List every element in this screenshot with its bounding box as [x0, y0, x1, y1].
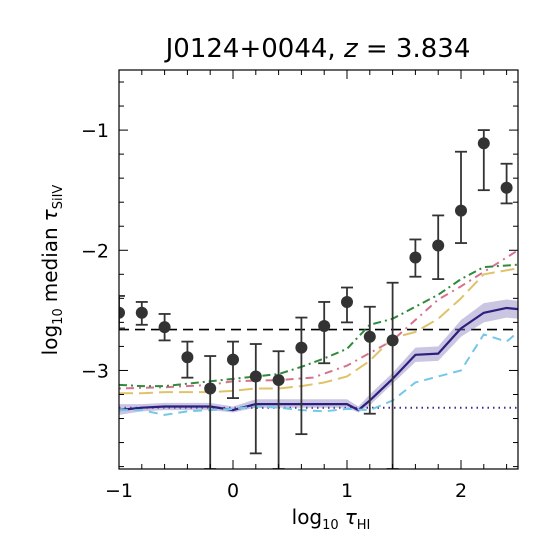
plot-frame — [118, 69, 519, 470]
data-point-2 — [135, 306, 148, 319]
series-3-line — [119, 249, 518, 390]
x-tick-label: 0 — [227, 480, 239, 502]
data-point-5 — [204, 382, 217, 395]
reference-lines — [119, 328, 518, 409]
series-5-line — [119, 267, 518, 395]
x-tick-label: −1 — [105, 480, 133, 502]
series-1-band — [119, 299, 518, 415]
series-4-line — [119, 263, 518, 388]
data-point-17 — [477, 137, 490, 150]
axis-ticks: −1 0 1 2 −3 −2 −1 — [81, 70, 518, 502]
data-point-7 — [249, 370, 262, 383]
data-point-3 — [158, 321, 171, 334]
y-tick-label: −2 — [81, 240, 109, 262]
data-point-1 — [119, 306, 125, 319]
y-tick-label: −3 — [81, 360, 109, 382]
y-axis-label: log10medianτSiIV — [38, 185, 66, 356]
data-point-9 — [295, 341, 308, 354]
x-axis-label: log10 τHI — [292, 505, 371, 533]
data-point-18 — [500, 181, 513, 194]
data-point-14 — [409, 251, 422, 264]
chart-title: J0124+0044, z = 3.834 — [164, 34, 471, 64]
x-tick-label: 2 — [455, 480, 467, 502]
data-point-10 — [318, 319, 331, 332]
data-point-6 — [227, 353, 239, 366]
data-point-16 — [455, 204, 467, 217]
data-point-4 — [181, 351, 194, 364]
data-point-13 — [386, 334, 399, 347]
x-tick-label: 1 — [341, 480, 353, 502]
model-series — [119, 249, 518, 416]
observed-points — [119, 129, 513, 469]
y-tick-label: −1 — [81, 120, 109, 142]
data-point-15 — [432, 239, 445, 252]
data-point-8 — [272, 374, 285, 387]
series-2-line — [119, 331, 518, 416]
data-point-11 — [341, 295, 353, 308]
series-1-line — [119, 306, 518, 412]
data-point-12 — [363, 330, 376, 343]
